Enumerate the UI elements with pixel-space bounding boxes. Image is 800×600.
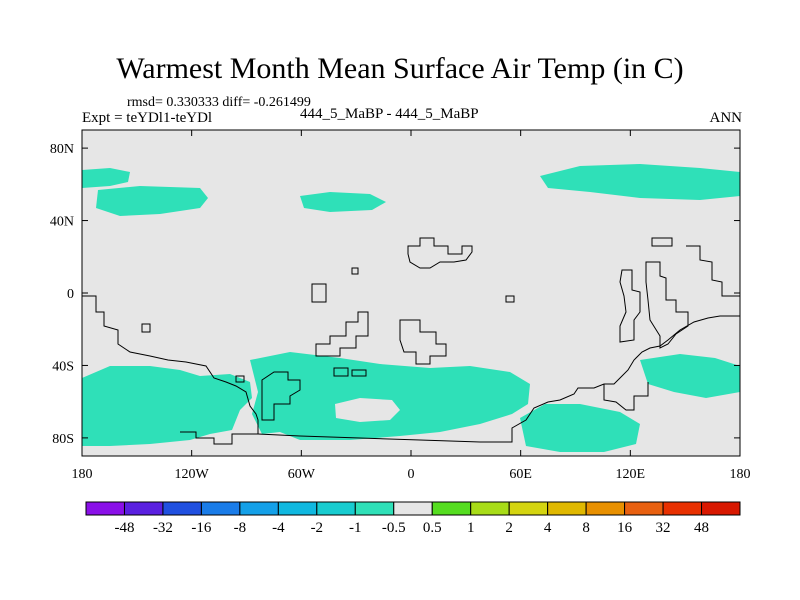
anomaly-region-south-central	[250, 352, 530, 440]
coastlines	[82, 237, 740, 445]
colorbar-label: 1	[467, 520, 475, 536]
coastline-antarctica-east	[603, 382, 649, 411]
colorbar-swatch	[701, 501, 741, 516]
chart-title: Warmest Month Mean Surface Air Temp (in …	[116, 52, 684, 85]
lat-tick-label: 40N	[50, 215, 74, 230]
coastline-island-3	[505, 295, 515, 303]
coastline-europe	[407, 237, 473, 269]
anomaly-region-south-pacific	[82, 366, 252, 446]
colorbar-swatch	[162, 501, 202, 516]
colorbar-label: -32	[153, 520, 173, 536]
colorbar-swatch	[431, 501, 472, 516]
coastline-east-africa	[399, 319, 447, 365]
colorbar-label: -8	[234, 520, 247, 536]
lon-tick-label: 60W	[288, 467, 316, 482]
colorbar-label: -4	[272, 520, 285, 536]
coastline-island-5	[351, 369, 367, 377]
colorbar-swatch	[393, 501, 433, 516]
colorbar-swatch	[316, 501, 356, 516]
lon-tick-label: 120W	[175, 467, 210, 482]
anomaly-region-north-pacific	[96, 186, 208, 216]
experiment-label: Expt = teYDl1-teYDl	[82, 110, 213, 126]
colorbar-label: -48	[114, 520, 134, 536]
colorbar-label: -0.5	[382, 520, 406, 536]
lon-tick-label: 180	[72, 467, 93, 482]
colorbar-swatch	[239, 501, 279, 516]
colorbar-swatch	[85, 501, 125, 516]
colorbar-label: -2	[311, 520, 324, 536]
coastline-island-6	[235, 375, 245, 383]
lat-tick-label: 40S	[52, 359, 74, 374]
colorbar-swatch	[123, 501, 164, 516]
coastline-africa-west	[311, 283, 327, 303]
colorbar-swatch	[547, 501, 587, 516]
anomaly-region-north-asia	[540, 164, 740, 200]
colorbar-swatch	[662, 501, 703, 516]
colorbar-swatch	[585, 501, 626, 516]
colorbar-label: -1	[349, 520, 362, 536]
coastline-island-2	[141, 323, 151, 333]
anomaly-region-north-west	[82, 168, 130, 188]
colorbar-label: 8	[582, 520, 590, 536]
colorbar-label: 2	[505, 520, 513, 536]
colorbar-label: 16	[617, 520, 633, 536]
season-label: ANN	[709, 110, 743, 126]
coastline-australia-north	[686, 245, 740, 297]
lon-tick-label: 120E	[616, 467, 646, 482]
lat-tick-label: 80N	[50, 142, 74, 157]
colorbar-swatch	[508, 501, 549, 516]
anomaly-regions	[82, 164, 740, 452]
longitude-ticks: 180 120W 60W 0 60E 120E 180	[72, 130, 751, 482]
colorbar-swatch	[200, 501, 241, 516]
lat-tick-label: 80S	[52, 432, 74, 447]
colorbar-label: 4	[544, 520, 552, 536]
coastline-south-america-east	[261, 371, 301, 421]
experiment-name: 444_5_MaBP - 444_5_MaBP	[300, 106, 479, 122]
lon-tick-label: 180	[730, 467, 751, 482]
lon-tick-label: 60E	[509, 467, 532, 482]
colorbar-label: 0.5	[423, 520, 442, 536]
coastline-south-america	[82, 295, 259, 445]
coastline-indonesia	[619, 269, 641, 343]
colorbar-swatch	[624, 501, 664, 516]
latitude-ticks: 80N 40N 0 40S 80S	[50, 142, 740, 447]
colorbar-swatch	[470, 501, 510, 516]
lat-tick-label: 0	[67, 287, 74, 302]
stats-text: rmsd= 0.330333 diff= -0.261499	[127, 95, 311, 110]
colorbar-label: 32	[656, 520, 671, 536]
colorbar-label: -16	[191, 520, 211, 536]
coastline-island-1	[351, 267, 359, 275]
anomaly-region-north-atlantic	[300, 192, 386, 212]
coastline-island-4	[333, 367, 349, 377]
lon-tick-label: 0	[408, 467, 415, 482]
colorbar: -48 -32 -16 -8 -4 -2 -1 -0.5 0.5 1 2 4 8 16 32 48	[85, 501, 741, 536]
coastline-africa	[315, 311, 369, 357]
coastline-antarctica	[257, 315, 740, 443]
coastline-asia-east	[651, 237, 673, 247]
anomaly-region-south-east	[640, 354, 740, 398]
colorbar-swatch	[354, 501, 395, 516]
colorbar-label: 48	[694, 520, 709, 536]
anomaly-region-south-indian	[520, 404, 640, 452]
colorbar-swatch	[277, 501, 318, 516]
